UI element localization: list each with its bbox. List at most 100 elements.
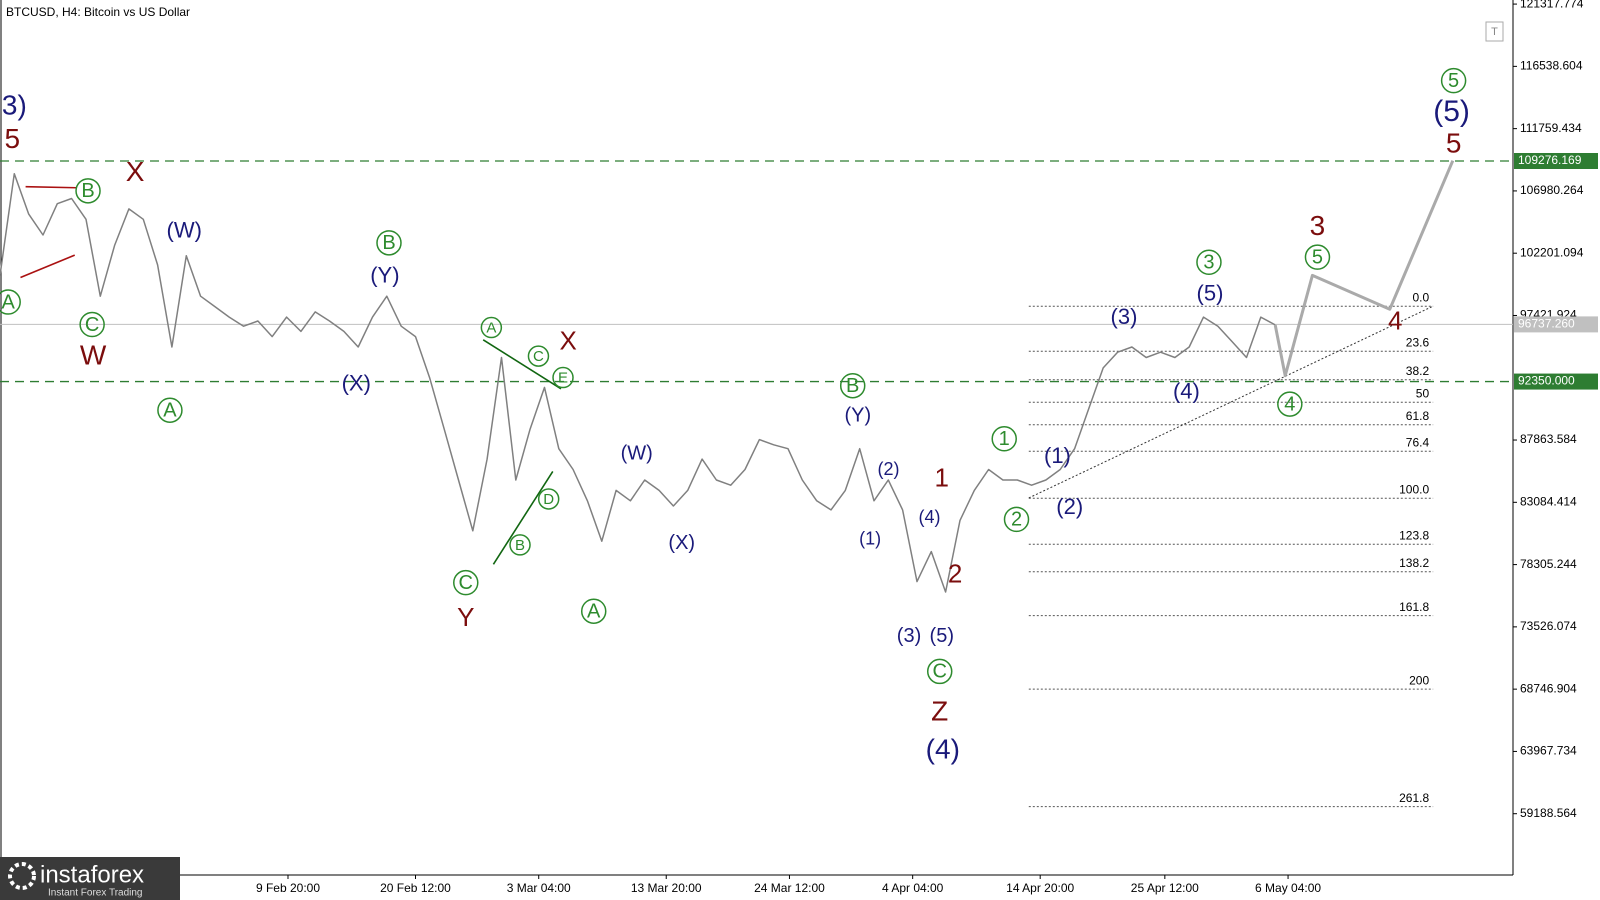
wave-label: B xyxy=(81,180,94,202)
wave-label: E xyxy=(558,370,568,387)
logo-box xyxy=(0,857,180,900)
wave-circle xyxy=(509,534,531,556)
wave-circle xyxy=(453,569,479,596)
x-tick-label: 14 Apr 20:00 xyxy=(1006,881,1074,895)
wave-circle xyxy=(1440,67,1467,94)
fib-label: 261.8 xyxy=(1399,791,1429,805)
x-tick-label: 4 Apr 04:00 xyxy=(882,881,944,895)
wave-circle xyxy=(1277,391,1303,417)
price-level-label: 109276.169 xyxy=(1518,153,1582,167)
button-label[interactable]: T xyxy=(1491,26,1498,38)
wave-circle xyxy=(79,311,105,338)
wave-circle xyxy=(1003,506,1030,533)
wave-circle xyxy=(527,345,550,367)
y-tick-label: 68746.904 xyxy=(1520,681,1577,695)
y-tick-label: 102201.094 xyxy=(1520,245,1584,259)
wave-circle xyxy=(480,316,503,339)
x-tick-label: 13 Mar 20:00 xyxy=(631,881,702,895)
wave-label: Z xyxy=(931,696,948,727)
wave-label: (5) xyxy=(930,625,954,647)
wave-circle xyxy=(991,426,1017,452)
wave-label: 3 xyxy=(1310,210,1326,241)
wave-label: (1) xyxy=(1044,443,1071,468)
wave-label: 5 xyxy=(4,123,20,154)
y-tick-label: 116538.604 xyxy=(1520,59,1583,73)
x-tick-label: 25 Apr 12:00 xyxy=(1131,881,1199,895)
fib-label: 123.8 xyxy=(1399,528,1429,542)
plot-area: 0.0 23.6 38.2 50 61.8 76.4 100.0 123.8 138.2 161.… xyxy=(0,67,1513,808)
fib-label: 61.8 xyxy=(1406,409,1430,423)
logo: instaforex Instant Forex Trading xyxy=(0,857,180,900)
wave-label: (4) xyxy=(1173,379,1200,404)
fib-label: 23.6 xyxy=(1406,335,1430,349)
x-tick-label: 3 Mar 04:00 xyxy=(507,881,571,895)
wave-label: 3) xyxy=(2,90,27,121)
wave-label: 3 xyxy=(1203,252,1214,274)
wave-label: W xyxy=(80,340,107,371)
wave-label: 5 xyxy=(1448,70,1459,92)
x-tick-label: 24 Mar 12:00 xyxy=(754,881,825,895)
wave-label: 1 xyxy=(999,428,1010,450)
wave-label: (2) xyxy=(1056,494,1083,519)
wave-label: Y xyxy=(457,602,474,632)
wave-circle xyxy=(75,178,101,204)
wave-label: (X) xyxy=(342,370,371,395)
wave-label: (Y) xyxy=(845,405,872,427)
wave-circle xyxy=(1304,244,1331,270)
logo-icon xyxy=(8,862,36,890)
price-line xyxy=(0,172,1276,593)
price-level-label: 96737.260 xyxy=(1518,317,1575,331)
wave-label: (4) xyxy=(918,507,940,527)
wave-label: (5) xyxy=(1433,95,1470,128)
wave-label: 5 xyxy=(1312,246,1323,268)
wave-circle xyxy=(1196,249,1222,275)
button[interactable] xyxy=(1485,21,1504,42)
wave-label: C xyxy=(933,661,947,683)
wave-label: A xyxy=(486,320,496,337)
y-tick-label: 111759.434 xyxy=(1520,121,1582,135)
fib-label: 200 xyxy=(1409,673,1429,687)
wave-label: X xyxy=(126,156,145,187)
fib-label: 38.2 xyxy=(1406,364,1430,378)
wave-label: B xyxy=(515,537,525,554)
wave-label: (5) xyxy=(1197,281,1224,306)
wave-label: (1) xyxy=(859,529,881,549)
y-tick-label: 83084.414 xyxy=(1520,494,1577,508)
trend-line xyxy=(1028,305,1434,499)
wave-label: (3) xyxy=(897,625,921,647)
wave-label: (4) xyxy=(926,733,960,764)
wave-label: A xyxy=(163,399,177,421)
projection-line xyxy=(1273,160,1455,378)
wave-circle xyxy=(0,289,21,315)
wave-label: 4 xyxy=(1284,393,1295,415)
wave-label: C xyxy=(459,572,473,594)
wave-label: (Y) xyxy=(370,262,399,287)
trend-line xyxy=(20,254,76,279)
wave-label: A xyxy=(2,291,16,313)
y-tick-label: 63967.734 xyxy=(1520,744,1577,758)
logo-name: instaforex xyxy=(40,861,144,888)
wave-label: B xyxy=(846,375,859,397)
x-tick-label: 6 May 04:00 xyxy=(1255,881,1321,895)
wave-circle xyxy=(580,598,607,624)
price-level-box xyxy=(1514,316,1598,333)
wave-label: C xyxy=(533,348,544,365)
wave-label: 4 xyxy=(1388,305,1402,335)
y-tick-label: 73526.074 xyxy=(1520,619,1577,633)
wave-label: C xyxy=(85,314,99,336)
wave-label: X xyxy=(559,326,576,356)
price-level-box xyxy=(1514,373,1598,390)
wave-label: (2) xyxy=(878,459,900,479)
fib-label: 76.4 xyxy=(1406,435,1430,449)
wave-label: (W) xyxy=(167,217,202,242)
wave-label: 2 xyxy=(1011,509,1022,531)
wave-label: D xyxy=(543,491,554,508)
wave-circle xyxy=(839,372,866,399)
y-tick-label: 106980.264 xyxy=(1520,183,1584,197)
wave-label: 2 xyxy=(948,558,962,588)
y-tick-label: 121317.774 xyxy=(1520,0,1584,10)
y-tick-label: 87863.584 xyxy=(1520,432,1577,446)
wave-circle xyxy=(552,366,574,389)
